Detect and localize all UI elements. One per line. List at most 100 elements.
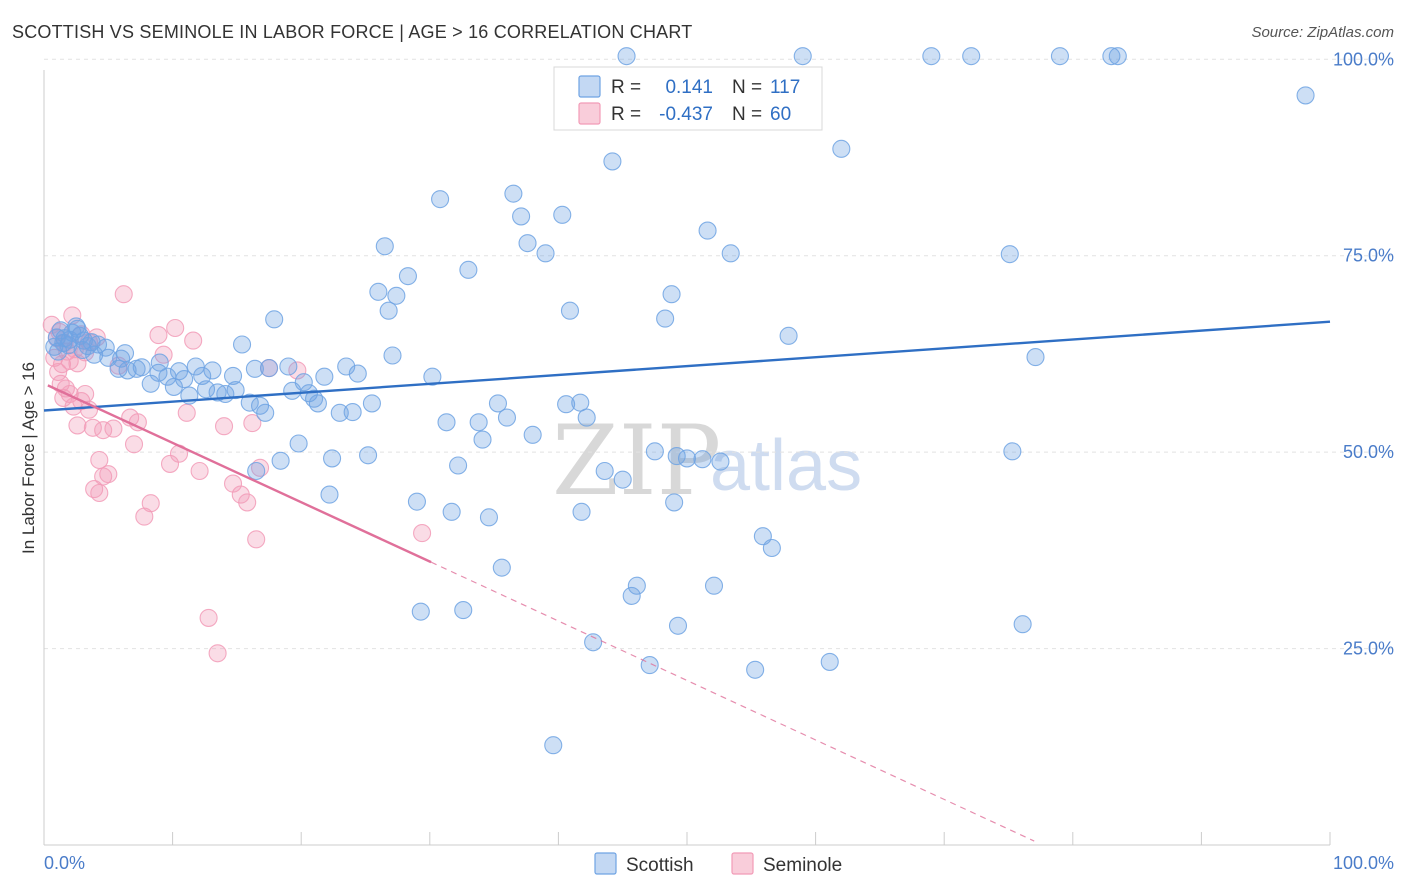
scottish-point xyxy=(369,282,388,301)
scottish-point xyxy=(256,403,275,422)
seminole-point xyxy=(208,644,227,663)
seminole-point xyxy=(160,454,180,473)
scottish-point xyxy=(1050,47,1069,66)
scottish-point xyxy=(279,357,298,376)
scottish-point xyxy=(196,380,216,399)
scottish-point xyxy=(504,184,523,203)
scottish-point xyxy=(479,508,499,527)
seminole-point xyxy=(68,416,87,435)
seminole-point xyxy=(99,465,118,484)
seminole-point xyxy=(288,361,307,380)
series-legend: Scottish Seminole xyxy=(594,852,842,876)
scottish-point xyxy=(512,207,531,226)
legend-scottish-label: Scottish xyxy=(626,855,694,876)
y-tick-label: 75.0% xyxy=(1343,246,1394,266)
scottish-points xyxy=(45,47,1315,755)
scottish-point xyxy=(665,493,684,512)
scottish-point xyxy=(1102,47,1121,66)
scottish-point xyxy=(348,364,367,383)
seminole-point xyxy=(214,417,234,436)
scottish-point xyxy=(431,190,450,209)
scottish-point xyxy=(603,152,622,171)
scottish-point xyxy=(289,434,308,453)
seminole-point xyxy=(90,483,109,503)
trend-lines xyxy=(43,320,1331,842)
seminole-point xyxy=(141,494,160,513)
seminole-point xyxy=(49,362,68,382)
scottish-point xyxy=(247,461,266,481)
scottish-point xyxy=(308,394,327,413)
scottish-point xyxy=(497,408,517,427)
scottish-point xyxy=(668,616,688,635)
scottish-point xyxy=(323,449,342,468)
scottish-point xyxy=(488,394,508,413)
chart-title: SCOTTISH VS SEMINOLE IN LABOR FORCE | AG… xyxy=(12,22,693,42)
seminole-point xyxy=(243,414,262,433)
scottish-r-label: R = xyxy=(611,77,641,98)
scottish-point xyxy=(226,381,245,400)
scottish-point xyxy=(832,139,851,158)
scottish-point xyxy=(698,221,717,240)
seminole-swatch xyxy=(578,102,601,125)
scottish-point xyxy=(265,310,284,329)
scottish-point xyxy=(383,346,402,365)
scottish-point xyxy=(68,319,87,338)
scottish-point xyxy=(398,267,417,286)
scottish-point xyxy=(645,442,664,461)
scottish-point xyxy=(656,309,675,328)
legend-seminole-swatch xyxy=(731,852,754,875)
scottish-point xyxy=(294,373,313,392)
scottish-point xyxy=(553,205,572,224)
scottish-point xyxy=(793,47,812,66)
scottish-point xyxy=(259,359,279,378)
seminole-point xyxy=(177,403,196,422)
scottish-point xyxy=(492,558,511,577)
seminole-trend-extension xyxy=(430,561,1035,842)
scottish-point xyxy=(1026,348,1045,367)
scottish-point xyxy=(232,335,252,354)
scottish-swatch xyxy=(578,75,601,98)
scottish-point xyxy=(518,234,537,253)
y-tick-label: 100.0% xyxy=(1333,49,1394,69)
scottish-point xyxy=(613,470,632,489)
gridlines xyxy=(44,58,1394,650)
scottish-point xyxy=(109,359,128,378)
seminole-n-value: 60 xyxy=(770,104,791,125)
scottish-n-value: 117 xyxy=(770,77,800,98)
scottish-trend-line xyxy=(43,320,1331,412)
scottish-point xyxy=(379,301,398,320)
scottish-point xyxy=(240,393,259,412)
scottish-point xyxy=(640,656,659,675)
scottish-r-value: 0.141 xyxy=(665,77,713,98)
scottish-point xyxy=(85,345,104,364)
scottish-point xyxy=(175,370,194,389)
scottish-point xyxy=(337,357,356,376)
scottish-point xyxy=(411,602,430,621)
scottish-point xyxy=(922,47,941,66)
seminole-point xyxy=(413,524,432,543)
scottish-point xyxy=(1000,245,1019,264)
legend-seminole-label: Seminole xyxy=(763,855,842,876)
scottish-point xyxy=(203,361,222,380)
scottish-point xyxy=(469,413,488,432)
x-tick-label-min: 0.0% xyxy=(44,853,85,873)
scottish-point xyxy=(186,357,205,376)
scottish-point xyxy=(667,447,686,466)
x-tick-label-max: 100.0% xyxy=(1333,853,1394,873)
chart-source: Source: ZipAtlas.com xyxy=(1251,24,1394,41)
scottish-point xyxy=(223,366,243,385)
scottish-point xyxy=(711,452,730,471)
scottish-point xyxy=(115,344,135,363)
scottish-point xyxy=(99,348,118,367)
scottish-point xyxy=(330,403,349,422)
seminole-n-label: N = xyxy=(732,104,762,125)
scottish-point xyxy=(343,403,362,422)
scottish-point xyxy=(595,461,614,481)
scottish-point xyxy=(1003,442,1022,461)
scottish-point xyxy=(442,502,461,521)
seminole-point xyxy=(184,331,203,350)
watermark: ZIP atlas xyxy=(552,405,862,517)
scottish-point xyxy=(1296,86,1315,105)
scottish-point xyxy=(423,367,442,386)
scottish-point xyxy=(622,586,641,605)
